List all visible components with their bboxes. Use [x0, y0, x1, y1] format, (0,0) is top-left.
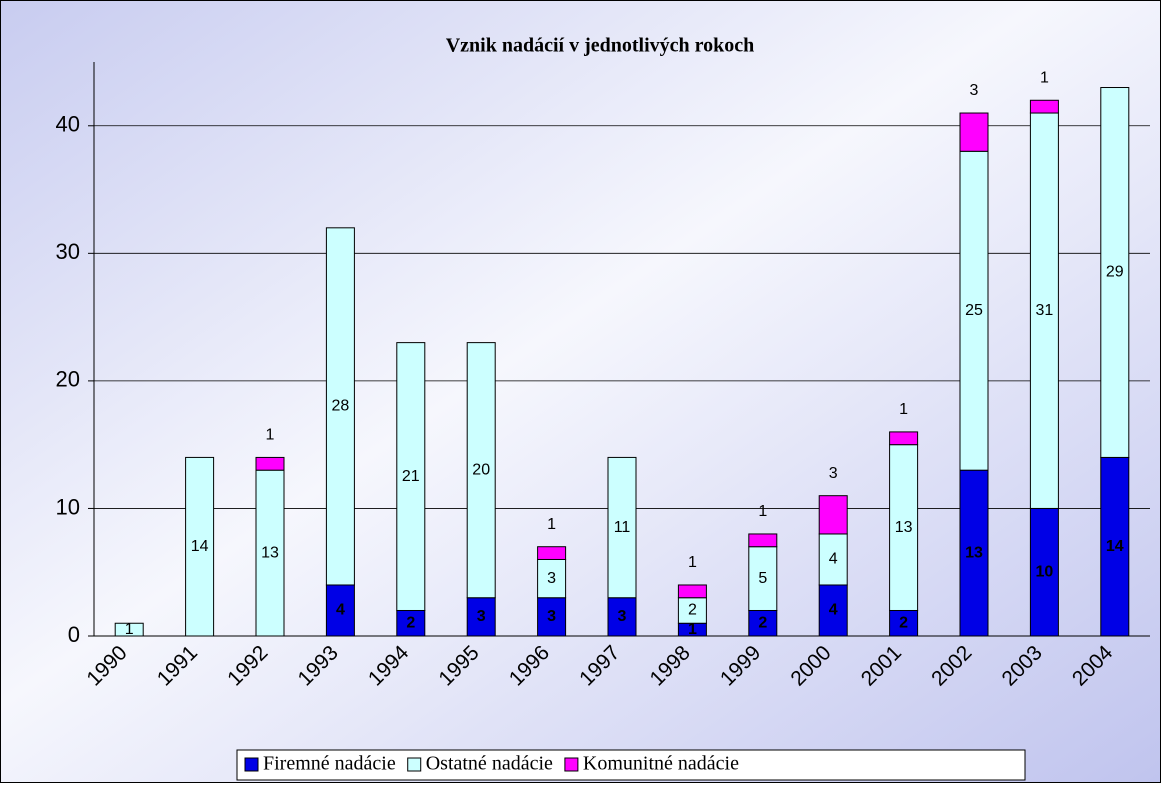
bar-segment — [466, 342, 496, 599]
data-label: 13 — [965, 544, 983, 561]
bar-segment — [396, 342, 426, 611]
bar-segment — [537, 597, 567, 637]
data-label: 1 — [758, 503, 767, 520]
data-label: 3 — [829, 465, 838, 482]
data-label: 3 — [970, 82, 979, 99]
y-tick-label: 20 — [56, 367, 80, 392]
data-label: 14 — [191, 538, 209, 555]
data-label: 1 — [266, 427, 275, 444]
data-label: 21 — [402, 468, 420, 485]
y-tick-label: 10 — [56, 494, 80, 519]
data-label: 29 — [1106, 264, 1124, 281]
chart-title: Vznik nadácií v jednotlivých rokoch — [446, 35, 755, 57]
y-tick-label: 30 — [56, 239, 80, 264]
bar-segment — [607, 456, 637, 599]
bar-segment — [1029, 99, 1059, 114]
data-label: 1 — [1040, 69, 1049, 86]
data-label: 14 — [1106, 538, 1124, 555]
data-label: 13 — [895, 519, 913, 536]
bar-segment — [185, 456, 215, 637]
legend-swatch — [564, 757, 579, 772]
data-label: 5 — [758, 570, 767, 587]
data-label: 20 — [472, 461, 490, 478]
data-label: 25 — [965, 302, 983, 319]
legend-label: Komunitné nadácie — [583, 753, 739, 775]
bar-segment — [818, 495, 848, 535]
bar-segment — [325, 227, 355, 586]
bar-segment — [959, 112, 989, 152]
data-label: 3 — [477, 608, 486, 625]
data-label: 2 — [406, 614, 415, 631]
bar-segment — [1100, 456, 1130, 637]
bar-segment — [677, 584, 707, 599]
data-label: 1 — [688, 621, 697, 638]
data-label: 3 — [618, 608, 627, 625]
data-label: 4 — [336, 602, 345, 619]
data-label: 4 — [829, 551, 838, 568]
data-label: 1 — [688, 554, 697, 571]
data-label: 13 — [261, 544, 279, 561]
bar-segment — [607, 597, 637, 637]
bar-segment — [818, 584, 848, 637]
bar-segment — [1029, 112, 1059, 509]
bar-segment — [889, 444, 919, 611]
data-label: 2 — [899, 614, 908, 631]
data-label: 11 — [614, 519, 631, 536]
data-label: 1 — [899, 401, 908, 418]
bar-segment — [1100, 87, 1130, 458]
bar-segment — [325, 584, 355, 637]
data-label: 28 — [332, 398, 350, 415]
bar-segment — [537, 558, 567, 599]
bar-segment — [466, 597, 496, 637]
bar-segment — [748, 609, 778, 637]
data-label: 31 — [1036, 302, 1054, 319]
bar-segment — [748, 546, 778, 611]
bar-segment — [818, 533, 848, 586]
data-label: 1 — [547, 516, 556, 533]
bar-segment — [959, 150, 989, 471]
bar-segment — [889, 431, 919, 446]
legend-label: Ostatné nadácie — [426, 753, 553, 775]
legend-swatch — [244, 757, 259, 772]
data-label: 3 — [547, 608, 556, 625]
bar-segment — [537, 546, 567, 560]
bar-segment — [255, 456, 285, 471]
y-tick-label: 40 — [56, 112, 80, 137]
data-label: 1 — [125, 621, 134, 638]
legend: Firemné nadácie Ostatné nadácie Komunitné … — [236, 749, 1026, 781]
legend-swatch — [407, 757, 422, 772]
data-label: 2 — [758, 614, 767, 631]
data-label: 10 — [1036, 563, 1054, 580]
bar-segment — [889, 609, 919, 637]
data-label: 2 — [688, 602, 697, 619]
data-label: 4 — [829, 602, 838, 619]
legend-box — [236, 749, 1026, 781]
bar-segment — [255, 469, 285, 637]
legend-label: Firemné nadácie — [263, 753, 396, 775]
y-tick-label: 0 — [68, 622, 80, 647]
bar-segment — [396, 609, 426, 637]
data-label: 3 — [547, 570, 556, 587]
bar-segment — [748, 533, 778, 548]
